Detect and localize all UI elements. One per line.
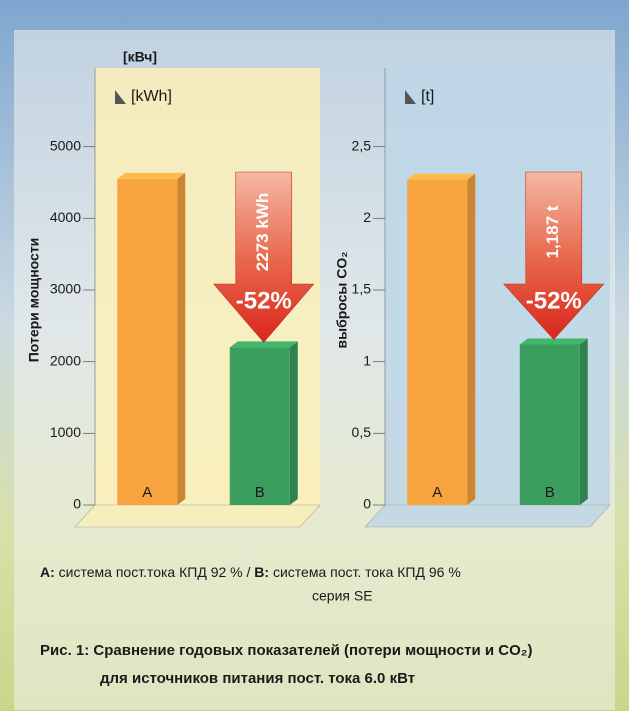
y-tick-label: 2000 bbox=[50, 352, 81, 368]
legend-text: система пост.тока КПД 92 % bbox=[59, 564, 243, 580]
caption: для источников питания пост. тока 6.0 кВ… bbox=[100, 670, 415, 687]
y-tick-label: 0,5 bbox=[352, 424, 372, 440]
bar bbox=[520, 344, 580, 505]
bar bbox=[117, 179, 177, 505]
legend-sub: серия SE bbox=[312, 588, 373, 604]
y-tick-label: 2 bbox=[363, 209, 371, 225]
unit-label: [t] bbox=[421, 88, 434, 105]
y-tick-label: 1 bbox=[363, 352, 371, 368]
category-label: B bbox=[545, 484, 555, 501]
bar-side bbox=[290, 341, 298, 505]
chart: A: система пост.тока КПД 92 % / B: систе… bbox=[0, 0, 629, 711]
bar bbox=[230, 347, 290, 505]
legend-key: A: bbox=[40, 564, 55, 580]
y-tick-label: 1,5 bbox=[352, 281, 372, 297]
category-label: A bbox=[142, 484, 152, 501]
bar-side bbox=[467, 174, 475, 505]
annotation-change: -52% bbox=[526, 287, 582, 314]
annotation-text: 1,187 t bbox=[543, 205, 562, 258]
legend-text: система пост. тока КПД 96 % bbox=[273, 564, 461, 580]
caption: Рис. 1: Сравнение годовых показателей (п… bbox=[40, 642, 532, 659]
unit-label: [kWh] bbox=[131, 88, 172, 105]
annotation-text: 2273 kWh bbox=[253, 193, 272, 271]
y-tick-label: 4000 bbox=[50, 209, 81, 225]
y-tick-label: 1000 bbox=[50, 424, 81, 440]
floor bbox=[75, 505, 320, 527]
bar bbox=[407, 180, 467, 505]
y-tick-label: 3000 bbox=[50, 281, 81, 297]
y-axis-label: Потери мощности bbox=[26, 238, 42, 363]
y-tick-label: 2,5 bbox=[352, 137, 372, 153]
y-tick-label: 0 bbox=[73, 496, 81, 512]
bar-top bbox=[407, 174, 475, 180]
bar-side bbox=[177, 173, 185, 505]
y-tick-label: 0 bbox=[363, 496, 371, 512]
annotation-change: -52% bbox=[236, 287, 292, 314]
category-label: A bbox=[432, 484, 442, 501]
category-label: B bbox=[255, 484, 265, 501]
floor bbox=[365, 505, 610, 527]
unit-header: [кВч] bbox=[123, 49, 157, 65]
legend-key: B: bbox=[254, 564, 269, 580]
y-tick-label: 5000 bbox=[50, 137, 81, 153]
y-axis-label: выбросы CO₂ bbox=[334, 252, 350, 349]
legend-separator: / bbox=[247, 564, 251, 580]
legend-note: A: система пост.тока КПД 92 % / B: систе… bbox=[40, 564, 461, 580]
bar-side bbox=[580, 338, 588, 505]
bar-top bbox=[117, 173, 185, 179]
